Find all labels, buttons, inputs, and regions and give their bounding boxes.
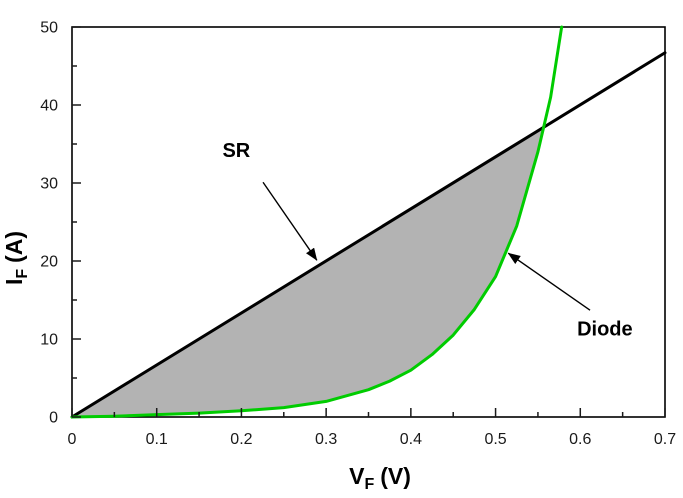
annotation-label-sr: SR (222, 140, 250, 162)
y-tick-label: 10 (40, 332, 58, 349)
y-axis-title-subscript: F (14, 269, 31, 279)
x-tick-label: 0.6 (569, 431, 591, 448)
y-axis-title-symbol: I (1, 279, 27, 285)
y-tick-label: 0 (49, 410, 58, 427)
x-tick-label: 0 (68, 431, 77, 448)
diode-curve (70, 25, 564, 419)
x-tick-label: 0.5 (484, 431, 506, 448)
x-axis-title-subscript: F (364, 476, 374, 493)
y-tick-label: 40 (40, 98, 58, 115)
y-tick-label: 20 (40, 254, 58, 271)
annotations-group: SR Diode (222, 140, 632, 341)
x-tick-label: 0.3 (315, 431, 337, 448)
x-axis-title-symbol: V (349, 463, 365, 489)
y-axis-title: IF (A) (1, 231, 31, 285)
annotation-arrow-diode (507, 252, 591, 311)
annotation-label-diode: Diode (577, 319, 633, 341)
series-lines-group (70, 25, 667, 419)
y-axis-title-unit: (A) (1, 231, 27, 263)
axis-ticks-group (71, 26, 666, 418)
x-axis-title: VF (V) (349, 463, 411, 493)
x-tick-label: 0.4 (400, 431, 422, 448)
y-tick-label: 30 (40, 176, 58, 193)
x-axis-title-unit: (V) (380, 463, 411, 489)
annotation-arrow-sr (262, 181, 318, 261)
tick-labels-group: 0 0.1 0.2 0.3 0.4 0.5 0.6 0.7 0 10 20 30 40 50 (40, 20, 676, 449)
x-tick-label: 0.1 (146, 431, 168, 448)
y-tick-label: 50 (40, 20, 58, 37)
sr-curve (70, 51, 667, 419)
x-tick-label: 0.2 (230, 431, 252, 448)
x-tick-label: 0.7 (654, 431, 676, 448)
